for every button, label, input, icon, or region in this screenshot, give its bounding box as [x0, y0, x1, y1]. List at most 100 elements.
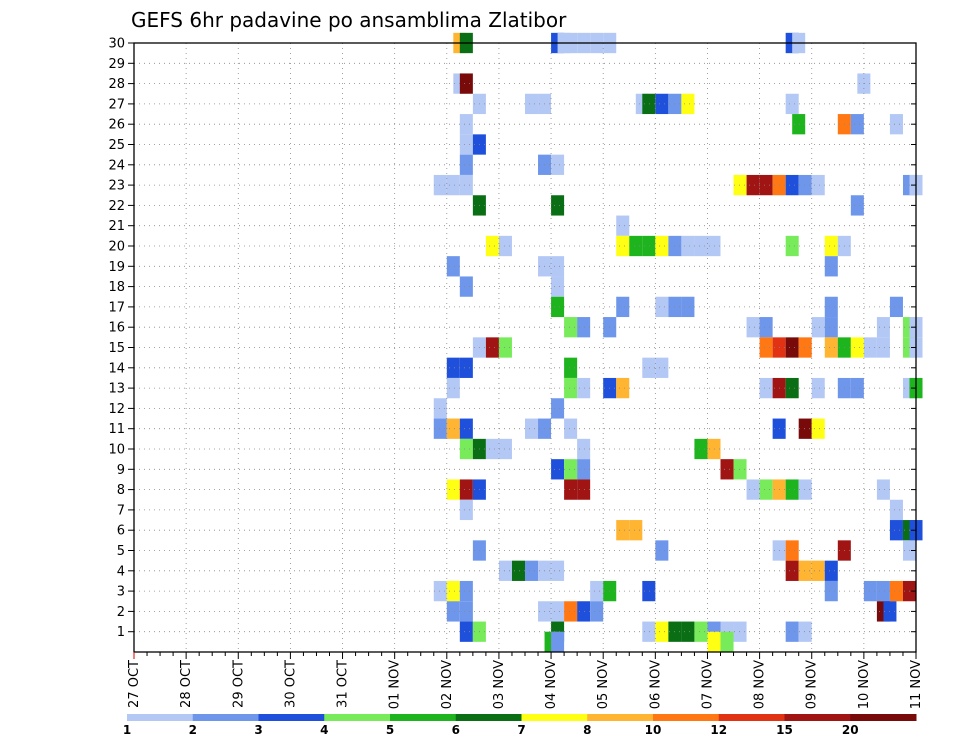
precip-cell [577, 459, 591, 480]
y-tick-label: 16 [108, 321, 125, 336]
precip-cell [889, 499, 903, 521]
precip-cell [433, 418, 447, 439]
precip-cell [798, 560, 812, 581]
colorbar-label: 8 [583, 723, 591, 737]
precip-cell [785, 560, 799, 581]
precip-cell [850, 337, 864, 358]
precip-cell [564, 418, 578, 439]
precip-cell [590, 580, 604, 602]
x-tick-label: 29 OCT [231, 660, 246, 708]
precip-cell [824, 337, 838, 358]
precip-cell [792, 114, 806, 135]
precip-cell [551, 560, 565, 581]
y-tick-label: 14 [108, 361, 125, 376]
colorbar-swatch [324, 714, 391, 721]
precip-cell [498, 438, 512, 460]
precip-cell [811, 560, 825, 581]
precip-cell [642, 580, 656, 602]
precip-cell [564, 601, 578, 622]
precip-cell [485, 337, 499, 358]
x-tick-label: 08 NOV [753, 660, 768, 709]
x-tick-label: 03 NOV [492, 660, 507, 709]
precip-cell [707, 438, 721, 460]
precip-cell [785, 235, 799, 257]
precip-cell [459, 479, 473, 500]
colorbar: 1 2 3 4 5 6 7 8 10 12 15 20 [123, 714, 917, 737]
precip-cell [564, 479, 578, 500]
precip-cell [785, 337, 799, 358]
y-tick-label: 1 [117, 625, 125, 640]
axes: 1234567891011121314151617181920212223242… [108, 37, 924, 710]
precip-cell [616, 377, 630, 399]
precip-cell [655, 540, 669, 561]
precip-cell [459, 580, 473, 602]
y-tick-label: 8 [117, 483, 125, 498]
precip-cell [655, 235, 669, 257]
precip-cell [876, 479, 890, 500]
precip-cell [681, 621, 695, 642]
precip-cell [850, 377, 864, 399]
precip-cell [889, 296, 903, 318]
precip-cell [759, 479, 773, 500]
y-tick-label: 25 [108, 138, 125, 153]
precip-cell [616, 215, 630, 236]
precip-cell [577, 377, 591, 399]
precip-cell [733, 459, 747, 480]
precip-cell [459, 73, 473, 94]
colorbar-label: 4 [320, 723, 328, 737]
y-tick-label: 5 [117, 544, 125, 559]
y-tick-label: 4 [117, 564, 125, 579]
precip-cell [525, 93, 539, 115]
precip-cell [785, 377, 799, 399]
colorbar-swatch [587, 714, 654, 721]
precip-cell [564, 357, 578, 378]
precip-cell [459, 418, 473, 439]
precip-cell [498, 235, 512, 257]
colorbar-label: 20 [842, 723, 859, 737]
precip-cell [876, 317, 890, 338]
precip-cell [824, 580, 838, 602]
precip-cell [785, 540, 799, 561]
y-tick-label: 12 [108, 402, 125, 417]
colorbar-swatch [718, 714, 785, 721]
precip-cell [446, 174, 460, 196]
precip-cell [629, 520, 643, 541]
colorbar-label: 2 [189, 723, 197, 737]
precip-cell [551, 601, 565, 622]
chart-title: GEFS 6hr padavine po ansamblima Zlatibor [131, 8, 567, 32]
colorbar-swatch [258, 714, 325, 721]
y-tick-label: 7 [117, 503, 125, 518]
precip-cell [824, 256, 838, 277]
precip-cell [746, 317, 760, 338]
colorbar-label: 1 [123, 723, 131, 737]
precip-cell [459, 114, 473, 135]
precip-cell [551, 256, 565, 277]
precip-cell [694, 438, 708, 460]
precip-cell [798, 479, 812, 500]
precip-cell [876, 580, 890, 602]
precip-cell [811, 377, 825, 399]
colorbar-swatch [192, 714, 259, 721]
colorbar-label: 6 [452, 723, 460, 737]
precip-cell [485, 438, 499, 460]
precip-cell [459, 438, 473, 460]
colorbar-swatch [653, 714, 720, 721]
precip-cell [746, 479, 760, 500]
precip-cell [498, 337, 512, 358]
precip-cell [551, 154, 565, 175]
colorbar-swatch [127, 714, 194, 721]
precip-cell [577, 438, 591, 460]
colorbar-swatch [455, 714, 522, 721]
y-tick-label: 13 [108, 382, 125, 397]
colorbar-swatch [521, 714, 588, 721]
precip-cell [655, 621, 669, 642]
precip-cell [863, 580, 877, 602]
y-tick-label: 3 [117, 585, 125, 600]
precip-cell [642, 235, 656, 257]
precip-cell [694, 621, 708, 642]
precip-cell [785, 479, 799, 500]
precip-cell [694, 235, 708, 257]
colorbar-label: 5 [386, 723, 394, 737]
precip-cell [616, 296, 630, 318]
